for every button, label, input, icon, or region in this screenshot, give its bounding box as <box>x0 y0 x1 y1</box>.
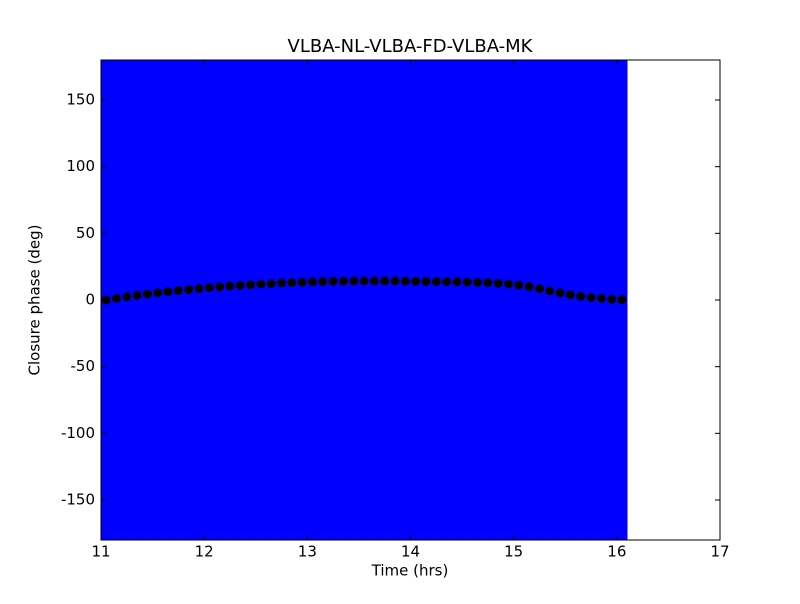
x-tick-label: 16 <box>607 543 626 561</box>
data-point <box>514 280 524 290</box>
data-point <box>473 277 483 287</box>
data-point <box>297 277 307 287</box>
chart-title: VLBA-NL-VLBA-FD-VLBA-MK <box>288 36 534 57</box>
data-point <box>204 283 214 293</box>
data-point <box>142 289 152 299</box>
data-point <box>101 295 111 305</box>
x-tick-label: 11 <box>91 543 110 561</box>
data-point <box>349 276 359 286</box>
data-point <box>246 280 256 290</box>
data-point <box>504 279 514 289</box>
data-point <box>534 284 544 294</box>
data-point <box>369 276 379 286</box>
data-point <box>431 276 441 286</box>
data-point <box>380 276 390 286</box>
data-point <box>565 290 575 300</box>
y-axis-label: Closure phase (deg) <box>26 225 44 376</box>
data-point <box>194 284 204 294</box>
x-tick-label: 13 <box>298 543 317 561</box>
data-point <box>122 292 132 302</box>
data-point <box>153 288 163 298</box>
data-point <box>318 276 328 286</box>
data-point <box>390 276 400 286</box>
data-point <box>524 282 534 292</box>
data-point <box>452 277 462 287</box>
y-tick-label: -100 <box>61 424 95 442</box>
data-point <box>266 278 276 288</box>
plot-area <box>101 60 628 540</box>
data-point <box>225 281 235 291</box>
data-point <box>173 286 183 296</box>
data-point <box>411 276 421 286</box>
data-point <box>287 278 297 288</box>
data-point <box>163 287 173 297</box>
data-point <box>545 286 555 296</box>
y-tick-label: 100 <box>66 157 95 175</box>
data-point <box>277 278 287 288</box>
x-tick-label: 14 <box>401 543 420 561</box>
data-point <box>576 291 586 301</box>
data-point <box>215 282 225 292</box>
x-tick-label: 17 <box>710 543 729 561</box>
data-point <box>400 276 410 286</box>
data-point <box>111 293 121 303</box>
data-point <box>555 288 565 298</box>
x-axis-label: Time (hrs) <box>371 562 449 580</box>
data-point <box>483 278 493 288</box>
y-tick-label: -50 <box>71 357 96 375</box>
x-tick-label: 12 <box>195 543 214 561</box>
data-point <box>586 292 596 302</box>
data-point <box>338 276 348 286</box>
data-point <box>235 280 245 290</box>
data-point <box>184 284 194 294</box>
data-point <box>596 293 606 303</box>
data-point <box>132 290 142 300</box>
data-point <box>617 295 627 305</box>
data-point <box>442 277 452 287</box>
data-point <box>256 279 266 289</box>
y-tick-label: 50 <box>76 224 95 242</box>
data-point <box>607 294 617 304</box>
y-tick-label: 150 <box>66 91 95 109</box>
data-point <box>421 276 431 286</box>
data-point <box>328 276 338 286</box>
data-point <box>493 278 503 288</box>
y-tick-label: -150 <box>61 491 95 509</box>
x-tick-label: 15 <box>504 543 523 561</box>
data-point <box>359 276 369 286</box>
data-point <box>307 277 317 287</box>
y-tick-label: 0 <box>85 291 95 309</box>
data-point <box>462 277 472 287</box>
